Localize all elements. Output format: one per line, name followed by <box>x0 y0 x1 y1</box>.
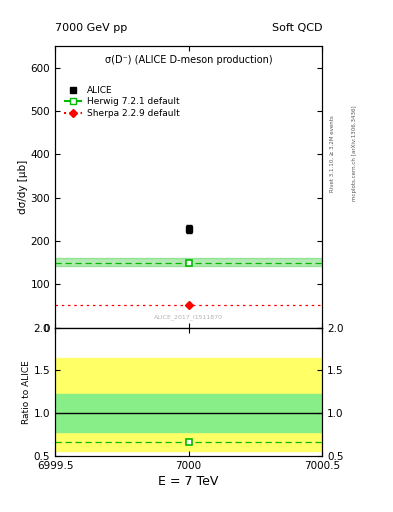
Text: 7000 GeV pp: 7000 GeV pp <box>55 23 127 33</box>
Y-axis label: dσ/dy [μb]: dσ/dy [μb] <box>18 160 28 214</box>
Text: ALICE_2017_I1511870: ALICE_2017_I1511870 <box>154 314 223 320</box>
X-axis label: E = 7 TeV: E = 7 TeV <box>158 475 219 488</box>
Text: Soft QCD: Soft QCD <box>272 23 322 33</box>
Text: Rivet 3.1.10, ≥ 3.2M events: Rivet 3.1.10, ≥ 3.2M events <box>330 115 335 192</box>
Y-axis label: Ratio to ALICE: Ratio to ALICE <box>22 360 31 423</box>
Text: σ(D⁻) (ALICE D-meson production): σ(D⁻) (ALICE D-meson production) <box>105 55 272 65</box>
Text: mcplots.cern.ch [arXiv:1306.3436]: mcplots.cern.ch [arXiv:1306.3436] <box>352 106 357 201</box>
Legend: ALICE, Herwig 7.2.1 default, Sherpa 2.2.9 default: ALICE, Herwig 7.2.1 default, Sherpa 2.2.… <box>62 84 181 119</box>
